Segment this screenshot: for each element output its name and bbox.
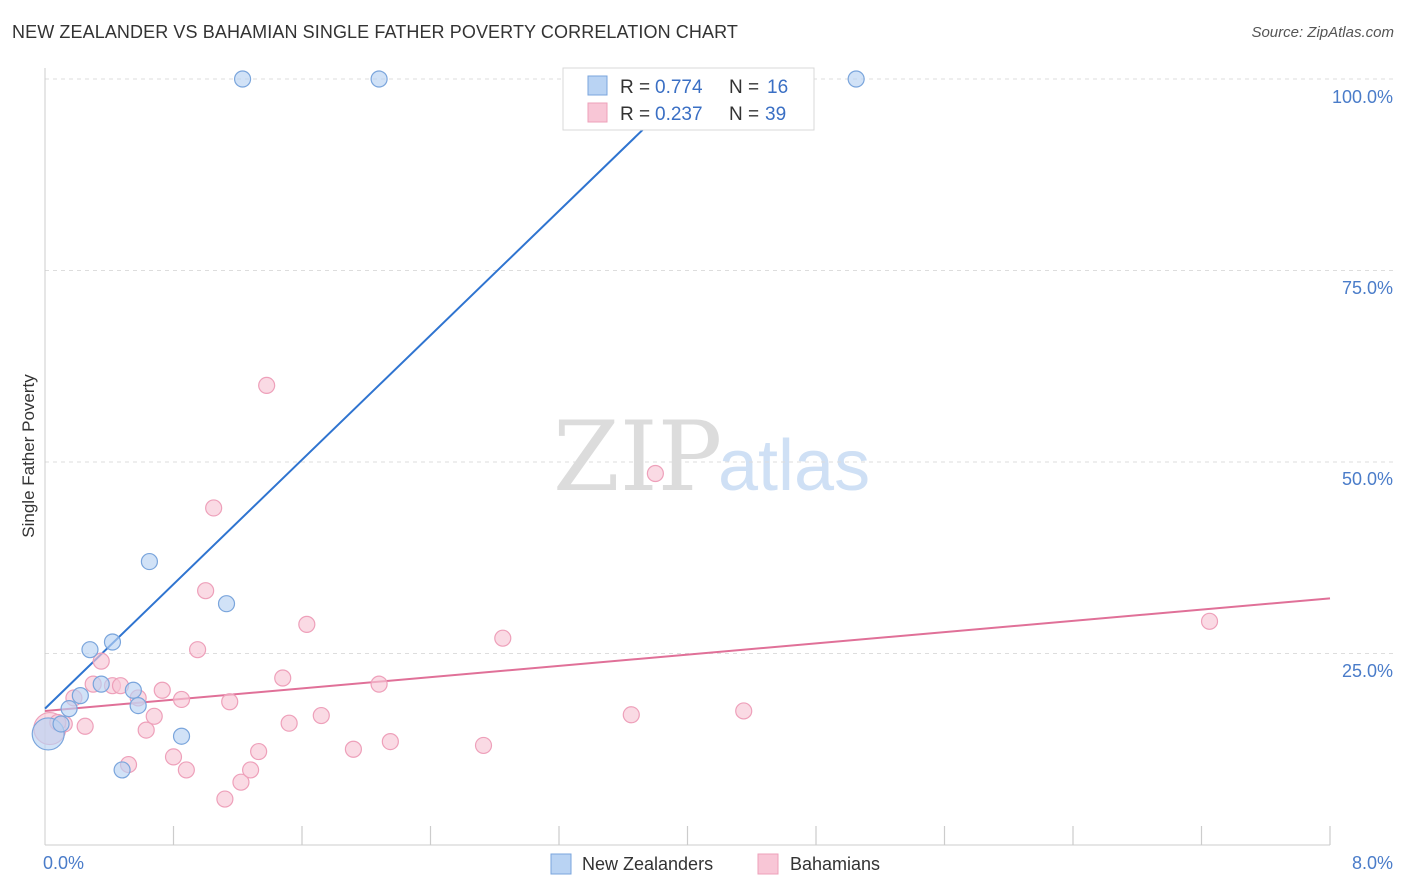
data-point-new-zealanders [113,761,131,779]
data-point-bahamians [153,681,171,699]
legend-r-value-1: 0.774 [655,77,703,98]
data-point-bahamians [274,669,292,687]
data-point-bahamians [205,499,223,517]
bottom-legend-bahamians: Bahamians [790,854,880,874]
data-point-new-zealanders [103,633,122,651]
y-tick-label-75: 75.0% [1342,278,1393,298]
data-point-bahamians [1200,612,1219,630]
data-point-bahamians [280,714,298,732]
legend-swatch-new-zealanders [587,75,608,96]
watermark-zip: ZIP [553,401,722,513]
data-point-bahamians [188,641,207,659]
data-point-bahamians [370,675,388,693]
correlation-legend: R = 0.774 N = 16 R = 0.237 N = 39 [562,67,815,131]
trend-line-bahamians [44,597,1331,712]
data-point-bahamians [381,732,399,751]
data-point-bahamians [232,773,250,791]
x-tick-label-max: 8.0% [1352,853,1393,873]
data-point-new-zealanders [370,70,388,88]
data-point-new-zealanders [124,681,142,699]
legend-swatch-bahamians [587,102,608,123]
bottom-legend-swatch-new-zealanders [550,853,572,875]
y-tick-label-25: 25.0% [1342,661,1393,681]
data-point-new-zealanders [140,552,159,571]
data-point-bahamians [164,748,183,766]
data-point-new-zealanders [847,70,865,88]
data-point-bahamians [76,717,94,735]
axes [44,68,1331,846]
watermark-atlas: atlas [718,426,870,506]
legend-n-label-2: N = [729,104,759,125]
chart-title: NEW ZEALANDER VS BAHAMIAN SINGLE FATHER … [12,22,738,42]
data-point-bahamians [494,629,512,647]
data-point-new-zealanders [81,641,99,659]
legend-r-label-2: R = [620,104,650,125]
data-point-new-zealanders [92,675,110,693]
data-point-bahamians [92,652,110,670]
data-point-new-zealanders [71,687,89,705]
data-point-bahamians [474,736,493,755]
data-point-bahamians [344,740,362,758]
trend-line-new-zealanders [44,101,673,710]
data-point-bahamians [312,706,330,725]
x-tick-label-min: 0.0% [43,853,84,873]
data-point-new-zealanders [129,696,147,715]
y-tick-label-100: 100.0% [1332,87,1393,107]
data-point-new-zealanders [172,727,191,745]
legend-n-value-1: 16 [767,77,788,98]
legend-n-value-2: 39 [765,104,786,125]
data-point-bahamians [242,761,260,779]
data-point-bahamians [622,706,640,724]
data-point-bahamians [221,693,239,711]
data-point-bahamians [298,615,316,633]
data-point-bahamians [197,582,215,600]
trend-lines [44,101,1331,712]
grid [45,78,1393,654]
bottom-legend-swatch-bahamians [757,853,779,875]
series-legend: New Zealanders Bahamians [550,853,880,875]
bottom-legend-new-zealanders: New Zealanders [582,854,713,874]
y-axis-label: Single Father Poverty [19,374,38,538]
data-point-bahamians [646,464,664,483]
data-point-new-zealanders [52,715,70,733]
legend-r-label-1: R = [620,77,650,98]
data-points [31,70,1219,808]
data-point-bahamians [735,702,753,720]
legend-n-label-1: N = [729,77,759,98]
legend-r-value-2: 0.237 [655,104,703,125]
data-point-bahamians [177,761,195,779]
data-point-bahamians [145,707,163,725]
data-point-bahamians [258,376,276,394]
data-point-bahamians [172,690,191,709]
y-tick-label-50: 50.0% [1342,469,1393,489]
data-point-bahamians [216,790,234,808]
data-point-bahamians [137,721,155,739]
data-point-new-zealanders [233,70,252,88]
data-point-new-zealanders [60,700,78,718]
source-label: Source: ZipAtlas.com [1251,24,1394,41]
data-point-new-zealanders [217,595,236,613]
data-point-bahamians [250,742,268,761]
